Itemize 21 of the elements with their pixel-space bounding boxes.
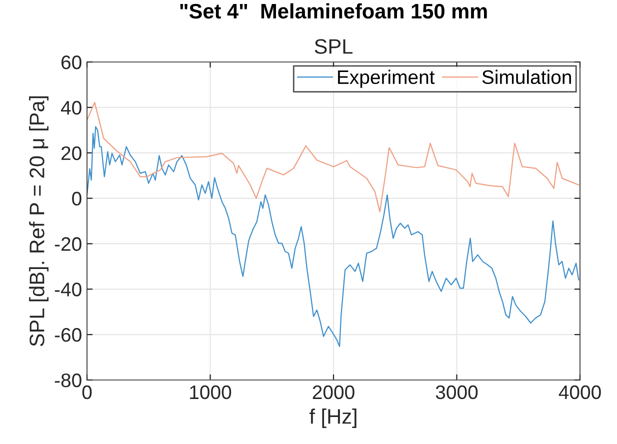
x-axis-title: f [Hz] [309, 408, 356, 428]
y-tick-label: 60 [62, 55, 82, 70]
chart-title: "Set 4" Melaminefoam 150 mm [180, 3, 487, 19]
chart-subtitle: SPL [314, 39, 352, 54]
line-series [87, 102, 580, 212]
x-tick-label: 0 [82, 385, 92, 400]
y-tick-label: -40 [54, 282, 82, 296]
y-tick-label: 0 [72, 192, 82, 206]
y-tick-label: 20 [61, 146, 82, 160]
y-tick-label: -60 [54, 328, 82, 342]
x-tick-label: 1000 [190, 385, 232, 400]
x-tick-label: 2000 [312, 385, 354, 400]
line-series [87, 126, 580, 347]
y-tick-label: -20 [54, 237, 82, 251]
y-tick-label: -80 [54, 373, 82, 388]
x-tick-label: 3000 [436, 385, 478, 400]
legend-label: Experiment [338, 70, 435, 88]
y-axis-title: SPL [dB]. Ref P = 20 μ [Pa] [29, 96, 48, 346]
legend-label: Simulation [482, 70, 571, 84]
x-tick-label: 4000 [558, 385, 601, 400]
y-tick-label: 40 [60, 100, 82, 115]
